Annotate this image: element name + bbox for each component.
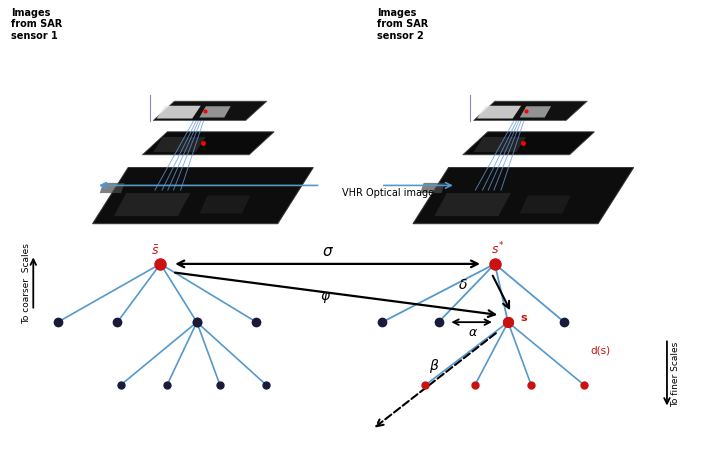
Polygon shape [153,102,267,121]
Polygon shape [477,106,521,119]
Polygon shape [420,183,445,194]
Text: $\delta$: $\delta$ [459,278,468,292]
Text: d(s): d(s) [591,345,611,354]
Text: $\beta$: $\beta$ [429,356,439,374]
Text: $\varphi$: $\varphi$ [320,289,332,304]
Text: $\sigma$: $\sigma$ [322,243,334,258]
Polygon shape [413,168,634,224]
Polygon shape [463,132,595,156]
Polygon shape [93,168,313,224]
Text: $\bar{s}$: $\bar{s}$ [151,243,159,257]
Polygon shape [473,102,587,121]
Polygon shape [153,137,206,153]
Text: s: s [520,312,527,322]
Polygon shape [520,196,571,214]
Polygon shape [142,132,274,156]
Text: $s^{*}$: $s^{*}$ [491,241,505,257]
Polygon shape [100,183,125,194]
Polygon shape [434,194,511,217]
Text: Images
from SAR
sensor 1: Images from SAR sensor 1 [11,8,62,41]
Polygon shape [114,194,191,217]
Polygon shape [520,107,551,118]
Polygon shape [199,107,231,118]
Text: VHR Optical image: VHR Optical image [342,187,434,197]
Polygon shape [473,137,526,153]
Polygon shape [199,196,251,214]
Polygon shape [157,106,201,119]
Text: To finer Scales: To finer Scales [671,341,680,406]
Text: $\alpha$: $\alpha$ [468,325,478,339]
Text: Images
from SAR
sensor 2: Images from SAR sensor 2 [377,8,429,41]
Text: To coarser  Scales: To coarser Scales [22,243,31,323]
